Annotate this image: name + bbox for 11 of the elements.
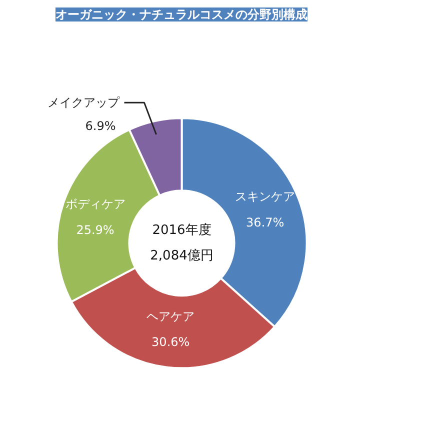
data-label: 30.6% xyxy=(152,335,190,350)
data-label: 36.7% xyxy=(246,215,284,230)
text: 2016年度 xyxy=(152,222,212,238)
slice-label: ヘアケア xyxy=(146,309,195,324)
slice-label: メイクアップ xyxy=(47,96,120,110)
slice-label: ボディケア xyxy=(65,197,126,212)
chart-title: オーガニック・ナチュラルコスメの分野別構成 xyxy=(56,8,308,22)
slice-label: スキンケア xyxy=(235,190,296,204)
text: 2,084億円 xyxy=(150,248,214,264)
data-label: 6.9% xyxy=(85,119,116,134)
data-label: 25.9% xyxy=(76,222,114,237)
